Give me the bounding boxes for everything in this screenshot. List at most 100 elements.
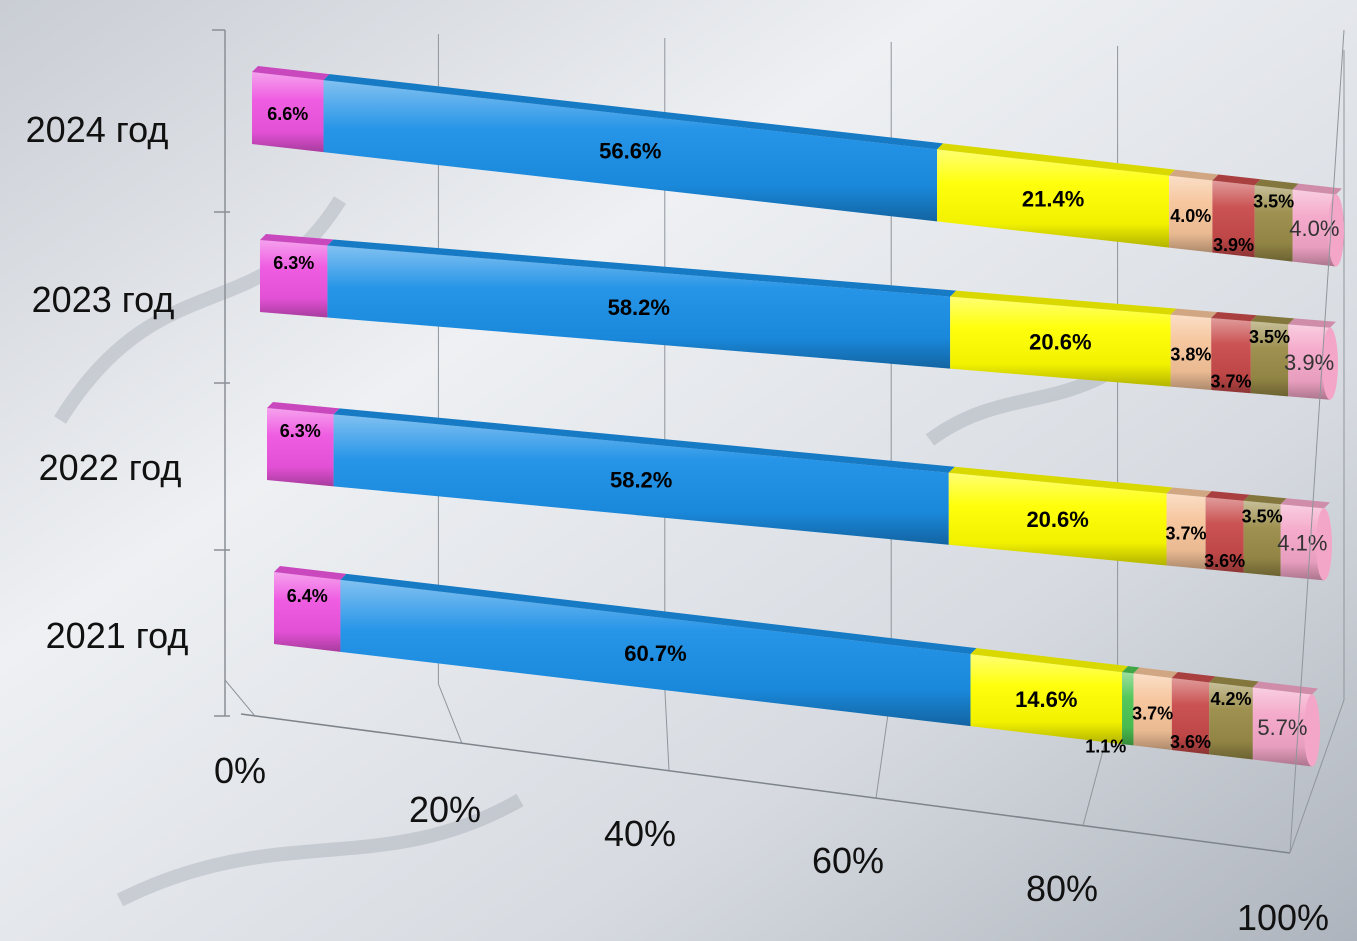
data-label: 6.4% <box>287 586 328 606</box>
right-wall-edge <box>1289 29 1345 854</box>
x-tick-label: 80% <box>1026 868 1098 909</box>
data-label: 20.6% <box>1029 330 1091 355</box>
bar-segment-shade <box>937 149 1170 248</box>
bar-segment-top <box>1171 671 1216 683</box>
data-label: 6.3% <box>273 253 314 273</box>
bar-segment-top <box>323 74 944 150</box>
bar-segment-shade <box>340 579 971 727</box>
bar-segment-shade <box>333 414 949 545</box>
data-label: 60.7% <box>624 641 686 666</box>
bar-segment-shade <box>1133 673 1172 750</box>
bar-segment-shade <box>1292 189 1336 267</box>
bar-segment-top <box>340 573 977 655</box>
bar-segment-shade <box>1205 497 1244 573</box>
bar-row <box>260 234 1338 400</box>
bar-segment-top <box>1170 308 1218 319</box>
x-axis-line <box>240 713 1291 854</box>
y-category-label: 2022 год <box>39 447 182 488</box>
bar-segment-top <box>1243 494 1287 505</box>
bar-segment-shade <box>1170 314 1212 391</box>
bar-segment-top <box>970 648 1129 673</box>
x-tick-label: 20% <box>409 789 481 830</box>
data-label: 4.1% <box>1277 530 1327 555</box>
data-label: 3.6% <box>1170 732 1211 752</box>
bar-segment-top <box>1252 681 1318 695</box>
bar-segment-top <box>1211 312 1257 322</box>
bar-row <box>252 66 1344 267</box>
bar-segment-top <box>1205 491 1250 501</box>
bar-segment-top <box>252 66 330 81</box>
data-label: 14.6% <box>1015 687 1077 712</box>
bar-segment-shade <box>1288 324 1330 400</box>
data-label: 3.7% <box>1166 523 1207 543</box>
data-label: 58.2% <box>608 295 670 320</box>
axes: 0% 20% 40% 60% 80% 100% 2024 год 2023 год 2022 г… <box>26 29 1345 938</box>
bar-segment-top <box>1288 318 1336 328</box>
bar-segment-shade <box>1166 493 1206 570</box>
data-label: 6.3% <box>280 421 321 441</box>
bar-segment-top <box>1212 174 1261 186</box>
data-label: 3.9% <box>1284 350 1334 375</box>
bar-segment-shade <box>252 72 324 153</box>
y-category-label: 2021 год <box>46 615 189 656</box>
data-label: 3.8% <box>1170 344 1211 364</box>
floor-gridline <box>1289 699 1345 854</box>
bar-segment-top <box>1250 315 1295 325</box>
data-label: 3.5% <box>1253 191 1294 211</box>
y-category-label: 2023 год <box>32 279 175 320</box>
data-label: 4.2% <box>1211 689 1252 709</box>
bar-segment-shade <box>1280 504 1324 581</box>
data-label: 6.6% <box>267 104 308 124</box>
bar-segment-shade <box>1171 677 1210 755</box>
bar-segment-shade <box>1169 175 1213 253</box>
bar-end-cap <box>1304 694 1320 767</box>
data-label: 1.1% <box>1085 737 1126 757</box>
data-label: 3.5% <box>1242 507 1283 527</box>
bar-segment-shade <box>970 654 1123 745</box>
bar-segment-top <box>1133 667 1178 678</box>
bar-segment-top <box>1292 183 1342 195</box>
floor-gridline <box>664 687 670 771</box>
bar-segment-top <box>1209 676 1259 688</box>
data-label: 56.6% <box>599 139 661 164</box>
bar-segment-shade <box>327 245 951 369</box>
bar-segment-top <box>267 402 340 415</box>
floor-gridline <box>437 683 463 744</box>
data-label: 20.6% <box>1026 507 1088 532</box>
data-label: 3.6% <box>1204 551 1245 571</box>
bars <box>252 66 1344 767</box>
x-tick-label: 0% <box>214 750 266 791</box>
bar-segment-shade <box>260 240 328 318</box>
data-label: 3.7% <box>1211 372 1252 392</box>
data-label: 4.0% <box>1170 206 1211 226</box>
y-category-label: 2024 год <box>26 109 169 150</box>
bar-segment-top <box>327 239 957 297</box>
bar-segment-top <box>948 466 1173 494</box>
bar-segment-shade <box>1243 500 1281 577</box>
bar-segment-shade <box>1211 318 1251 394</box>
data-label: 3.7% <box>1132 704 1173 724</box>
floor-gridline <box>224 679 256 717</box>
bar-segment-top <box>274 566 347 580</box>
bar-end-cap <box>1322 327 1338 400</box>
bar-end-cap <box>1316 508 1332 581</box>
bar-segment-shade <box>267 408 334 487</box>
bar-segment-shade <box>1254 185 1293 262</box>
bar-segment-shade <box>1209 682 1253 760</box>
data-label: 3.5% <box>1249 327 1290 347</box>
x-tick-label: 60% <box>812 840 884 881</box>
data-label: 21.4% <box>1022 187 1084 212</box>
bar-segment-top <box>950 290 1177 315</box>
data-label: 5.7% <box>1257 715 1307 740</box>
bar-row <box>267 402 1332 581</box>
x-tick-label: 40% <box>604 813 676 854</box>
bar-segment-top <box>1280 498 1330 509</box>
bar-segment-top <box>937 143 1176 176</box>
bar-segment-shade <box>274 572 341 652</box>
bar-segment-shade <box>323 80 938 222</box>
bar-segment-shade <box>1212 180 1255 258</box>
bar-segment-shade <box>950 296 1171 387</box>
bar-segment-top <box>1166 487 1212 498</box>
